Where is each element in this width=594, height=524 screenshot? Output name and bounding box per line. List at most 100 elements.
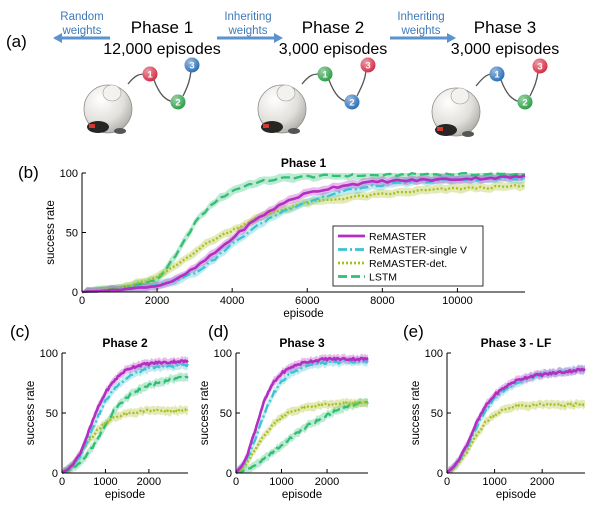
waypoint-label: 3 <box>537 62 542 73</box>
arrow-label-bottom: weights <box>228 25 268 37</box>
waypoint-label: 1 <box>147 70 153 81</box>
y-tick-label: 50 <box>431 408 443 420</box>
waypoint-node: 1 <box>489 66 505 82</box>
chart-phase-2: Phase 2 0 1000 2000 0 50 100 episode success rat… <box>25 336 189 501</box>
y-tick-label: 0 <box>226 468 232 480</box>
series-band-remaster-single-v <box>236 356 368 473</box>
robot-mouse-icon <box>431 87 481 137</box>
x-tick-label: 6000 <box>295 295 319 307</box>
panel-label-e: (e) <box>403 322 424 341</box>
x-tick-label: 10000 <box>442 295 473 307</box>
phase-3-group: Inheriting weights Phase 3 3,000 episodes 1 2… <box>390 11 559 137</box>
chart-phase-1: Phase 1 0 2000 4000 6000 8000 10000 0 50 100 episo… <box>45 156 526 320</box>
x-tick-label: 8000 <box>370 295 394 307</box>
y-tick-label: 0 <box>52 468 58 480</box>
waypoint-label: 1 <box>494 70 500 81</box>
waypoint-node: 2 <box>517 94 533 110</box>
x-tick-label: 0 <box>444 476 450 488</box>
chart-title: Phase 1 <box>281 156 327 170</box>
series-band-remaster <box>447 364 585 473</box>
chart-title: Phase 3 <box>279 336 325 350</box>
x-tick-label: 0 <box>233 476 239 488</box>
x-tick-label: 2000 <box>315 476 339 488</box>
waypoint-label: 2 <box>349 98 354 109</box>
chart-phase-3: Phase 3 0 1000 2000 0 50 100 episode success rat… <box>199 336 369 501</box>
series-line-remaster <box>234 356 369 474</box>
arrow-head-icon <box>447 33 456 43</box>
legend-entry: ReMASTER-det. <box>369 258 447 270</box>
series-line-lstm <box>235 400 369 475</box>
waypoint-label: 2 <box>522 98 527 109</box>
phase-title: Phase 3 <box>474 18 536 37</box>
chart-title: Phase 2 <box>102 336 148 350</box>
phase-2-group: Inheriting weights Phase 2 3,000 episodes 1 2… <box>217 11 387 134</box>
waypoint-node: 3 <box>184 57 200 73</box>
y-tick-label: 100 <box>40 348 58 360</box>
arrow-label-top: Random <box>60 11 103 23</box>
waypoint-node: 2 <box>170 94 186 110</box>
y-axis-label: success rate <box>410 381 422 446</box>
panel-label-a: (a) <box>6 32 27 51</box>
waypoint-node: 3 <box>532 58 548 74</box>
x-tick-label: 1000 <box>93 476 117 488</box>
series-line-remaster-det- <box>446 402 586 474</box>
series-band-remaster-det- <box>447 398 585 473</box>
y-tick-label: 100 <box>425 348 443 360</box>
phase-episodes: 3,000 episodes <box>451 41 560 58</box>
phase-title: Phase 1 <box>131 18 193 37</box>
series-band-remaster <box>82 173 525 292</box>
series-band-remaster-single-v <box>447 364 585 473</box>
series-line-remaster-single-v <box>235 359 369 474</box>
x-tick-label: 0 <box>79 295 85 307</box>
series-line-remaster-det- <box>235 400 369 474</box>
y-tick-label: 0 <box>437 468 443 480</box>
y-tick-label: 100 <box>60 168 78 180</box>
series-line-lstm <box>81 171 526 294</box>
phase-episodes: 12,000 episodes <box>103 41 220 58</box>
panel-label-c: (c) <box>10 322 30 341</box>
legend-entry: ReMASTER-single V <box>369 245 467 257</box>
series-line-lstm <box>61 375 189 475</box>
arrow-label-bottom: weights <box>62 25 102 37</box>
series-line-remaster <box>446 367 586 474</box>
waypoint-label: 1 <box>322 70 328 81</box>
y-axis-label: success rate <box>45 200 57 265</box>
waypoint-node: 3 <box>360 57 376 73</box>
chart-phase-3-lf: Phase 3 - LF 0 1000 2000 0 50 100 episode succes… <box>410 336 586 501</box>
waypoint-label: 3 <box>365 61 370 72</box>
y-axis-label: success rate <box>25 381 37 446</box>
y-tick-label: 50 <box>220 408 232 420</box>
x-axis-label: episode <box>496 489 536 501</box>
robot-mouse-icon <box>257 84 307 134</box>
waypoint-label: 2 <box>175 98 180 109</box>
arrow-head-icon <box>53 33 62 43</box>
y-tick-label: 100 <box>214 348 232 360</box>
x-tick-label: 2000 <box>530 476 554 488</box>
panel-label-b: (b) <box>18 163 39 182</box>
phase-schedule: Random weights Phase 1 12,000 episodes 1 2 3 In… <box>53 11 559 137</box>
x-tick-label: 4000 <box>220 295 244 307</box>
panel-label-d: (d) <box>208 322 229 341</box>
series-line-remaster-det- <box>61 408 189 475</box>
x-tick-label: 2000 <box>137 476 161 488</box>
x-axis-label: episode <box>282 489 322 501</box>
y-tick-label: 0 <box>72 287 78 299</box>
legend-entry: ReMASTER <box>369 231 427 243</box>
series-line-remaster-single-v <box>446 367 586 474</box>
robot-mouse-icon <box>83 84 133 134</box>
series-line-remaster-single-v <box>61 362 189 474</box>
waypoint-label: 3 <box>189 61 194 72</box>
arrow-label-top: Inheriting <box>397 11 444 23</box>
legend-entry: LSTM <box>369 272 397 284</box>
phase-1-group: Random weights Phase 1 12,000 episodes 1 2 3 <box>53 11 221 134</box>
waypoint-node: 1 <box>317 66 333 82</box>
series-line-remaster <box>81 174 526 294</box>
series-line-remaster-det- <box>81 184 526 294</box>
arrow-label-top: Inheriting <box>224 11 271 23</box>
y-axis-label: success rate <box>199 381 211 446</box>
chart-title: Phase 3 - LF <box>481 336 552 350</box>
x-axis-label: episode <box>283 308 323 320</box>
x-axis-label: episode <box>105 489 145 501</box>
